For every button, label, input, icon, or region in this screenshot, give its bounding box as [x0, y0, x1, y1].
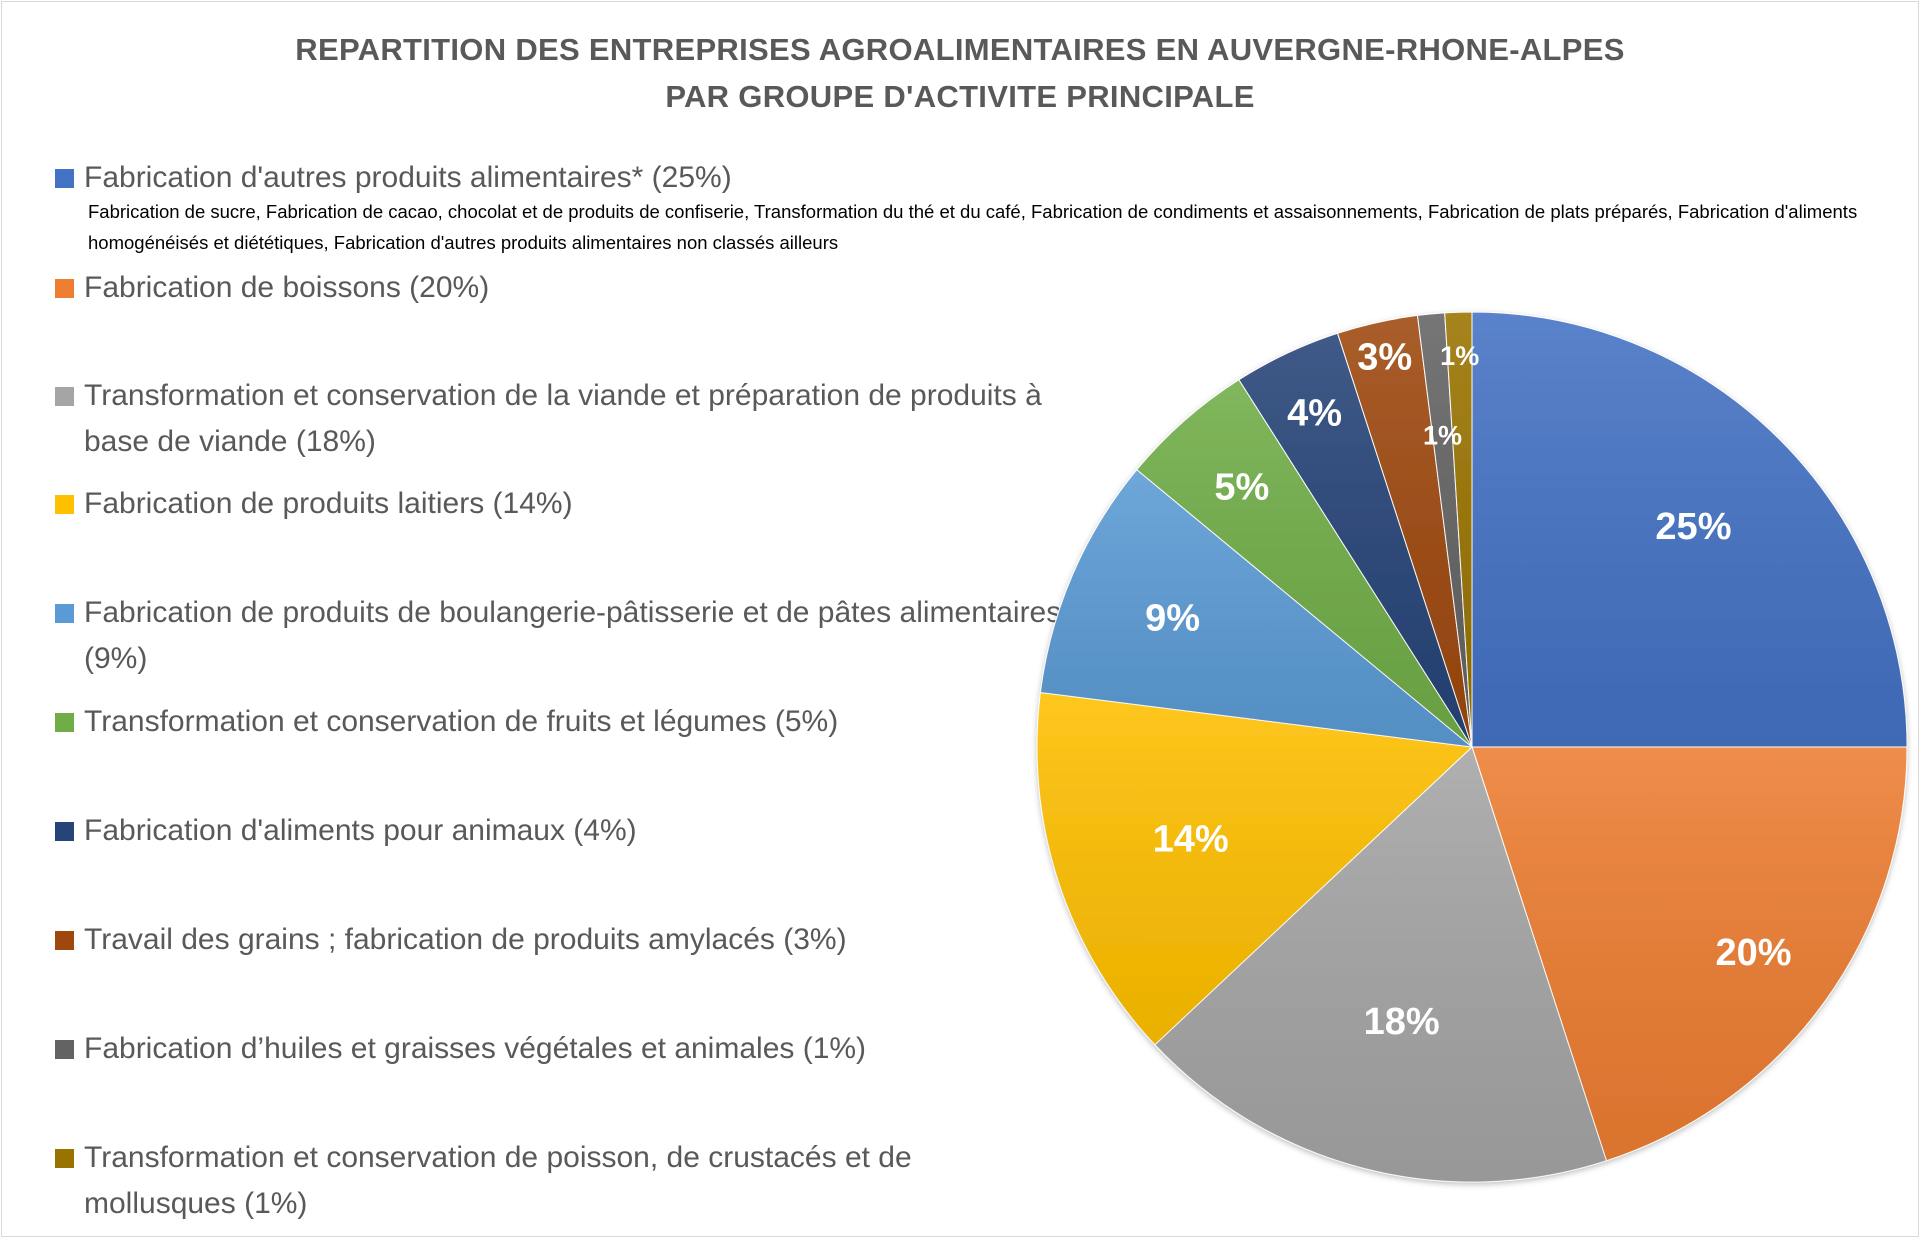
- legend-swatch: [55, 713, 74, 732]
- legend-footnote: Fabrication de sucre, Fabrication de cac…: [88, 201, 1858, 253]
- data-label: 4%: [1287, 393, 1342, 435]
- chart-title-line-2: PAR GROUPE D'ACTIVITE PRINCIPALE: [665, 79, 1255, 114]
- pie-slice-shading: [1136, 379, 1472, 747]
- data-label: 20%: [1716, 932, 1792, 974]
- data-label: 1%: [1423, 421, 1462, 451]
- legend-item: Transformation et conservation de poisso…: [55, 1135, 1065, 1227]
- pie-slice-shading: [1337, 315, 1472, 747]
- legend-label: Transformation et conservation de la via…: [84, 379, 1042, 458]
- data-label: 5%: [1214, 466, 1269, 508]
- legend-label: Fabrication d’huiles et graisses végétal…: [84, 1032, 867, 1065]
- data-label: 18%: [1364, 1001, 1440, 1043]
- legend-label: Fabrication d'autres produits alimentair…: [84, 161, 732, 194]
- legend-item: Travail des grains ; fabrication de prod…: [55, 917, 1555, 963]
- pie-slice-shading: [1040, 469, 1472, 747]
- legend-label: Fabrication de produits laitiers (14%): [84, 487, 573, 520]
- legend-swatch: [55, 931, 74, 950]
- data-label: 1%: [1440, 341, 1479, 371]
- legend-swatch: [55, 387, 74, 406]
- legend-label: Fabrication de boissons (20%): [84, 271, 490, 304]
- pie-slice-shading: [1472, 312, 1907, 747]
- pie-slice-shading: [1238, 333, 1472, 747]
- legend-item: Transformation et conservation de fruits…: [55, 699, 1555, 745]
- data-label: 9%: [1145, 598, 1200, 640]
- legend-label: Fabrication d'aliments pour animaux (4%): [84, 814, 637, 847]
- legend-label: Transformation et conservation de fruits…: [84, 705, 839, 738]
- legend-label: Transformation et conservation de poisso…: [84, 1141, 912, 1220]
- legend-item: Fabrication d'aliments pour animaux (4%): [55, 808, 1555, 854]
- pie-slice-shading: [1417, 312, 1472, 747]
- data-label: 14%: [1153, 819, 1229, 861]
- legend-item: Fabrication de produits de boulangerie-p…: [55, 590, 1065, 682]
- pie-slice-shading: [1472, 747, 1907, 1161]
- legend-swatch: [55, 1149, 74, 1168]
- legend-swatch: [55, 822, 74, 841]
- legend-swatch: [55, 1040, 74, 1059]
- pie-slice-shading: [1154, 747, 1607, 1182]
- legend-item: Fabrication de boissons (20%): [55, 265, 1555, 311]
- legend-item: Fabrication d'autres produits alimentair…: [55, 155, 1555, 201]
- pie-slice-shading: [1037, 692, 1472, 1045]
- chart-title-line-1: REPARTITION DES ENTREPRISES AGROALIMENTA…: [295, 32, 1625, 67]
- legend-item: Transformation et conservation de la via…: [55, 373, 1065, 465]
- pie-slice-shading: [1444, 312, 1472, 747]
- legend-item: Fabrication d’huiles et graisses végétal…: [55, 1026, 1555, 1072]
- legend-label: Fabrication de produits de boulangerie-p…: [84, 596, 1062, 675]
- legend-swatch: [55, 495, 74, 514]
- data-label: 3%: [1357, 337, 1412, 379]
- data-label: 25%: [1655, 506, 1731, 548]
- legend-swatch: [55, 279, 74, 298]
- chart-title: REPARTITION DES ENTREPRISES AGROALIMENTA…: [0, 26, 1920, 120]
- legend-item: Fabrication de produits laitiers (14%): [55, 481, 1555, 527]
- legend-swatch: [55, 604, 74, 623]
- legend-label: Travail des grains ; fabrication de prod…: [84, 923, 847, 956]
- legend-swatch: [55, 169, 74, 188]
